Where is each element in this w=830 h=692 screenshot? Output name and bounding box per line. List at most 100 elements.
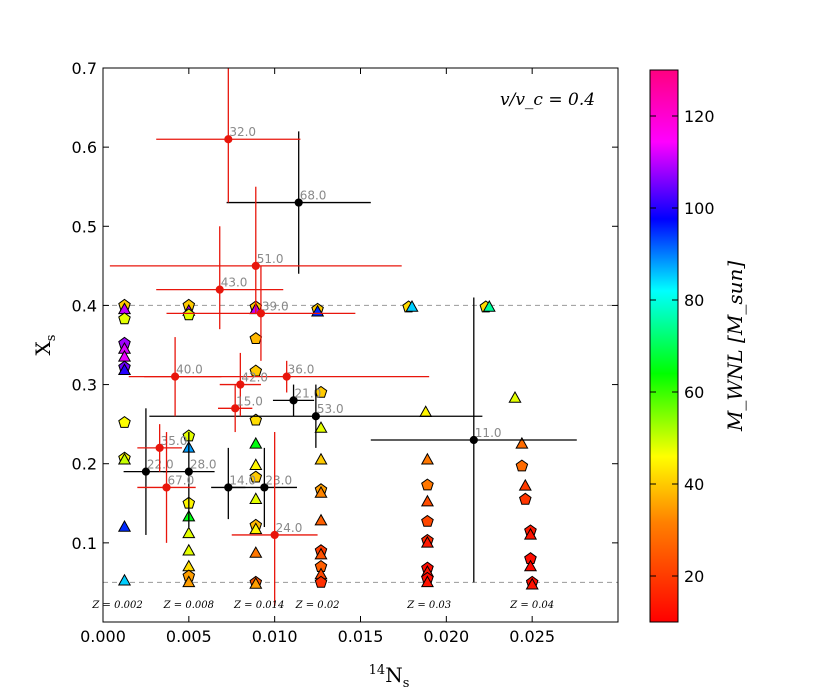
model-marker-pentagon-51 bbox=[314, 575, 328, 588]
observed-black-label-0: 68.0 bbox=[300, 189, 327, 203]
observed-red-marker-7 bbox=[231, 404, 240, 413]
x-tick-label-0: 0.000 bbox=[80, 627, 126, 646]
model-marker-triangle-21 bbox=[182, 543, 196, 556]
observed-black-marker-5 bbox=[184, 467, 193, 476]
y-tick-label-4: 0.5 bbox=[72, 217, 97, 236]
model-marker-triangle-73 bbox=[523, 527, 538, 540]
model-marker-triangle-64 bbox=[420, 575, 434, 588]
observed-black-label-7: 23.0 bbox=[265, 473, 292, 487]
model-marker-triangle-57 bbox=[420, 494, 434, 507]
colorbar bbox=[649, 69, 679, 623]
x-tick-label-2: 0.010 bbox=[252, 627, 298, 646]
observed-red-point-1: 51.0 bbox=[109, 186, 402, 314]
observed-red-label-5: 36.0 bbox=[288, 363, 315, 377]
model-marker-triangle-77 bbox=[525, 577, 539, 590]
observed-black-point-3: 11.0 bbox=[370, 297, 577, 583]
observed-black-label-2: 53.0 bbox=[317, 402, 344, 416]
observed-red-label-4: 40.0 bbox=[176, 363, 203, 377]
model-marker-triangle-68 bbox=[515, 436, 529, 449]
observed-black-point-0: 68.0 bbox=[226, 131, 371, 274]
model-marker-pentagon-15 bbox=[182, 308, 196, 321]
model-marker-triangle-60 bbox=[420, 535, 434, 548]
colorbar-tick-label-0: 20 bbox=[684, 567, 704, 586]
observed-red-marker-6 bbox=[236, 380, 245, 389]
observed-black-point-1: 21.0 bbox=[272, 384, 322, 417]
model-marker-triangle-7 bbox=[117, 363, 132, 375]
observed-red-point-9: 67.0 bbox=[137, 432, 196, 543]
model-marker-triangle-12 bbox=[117, 573, 132, 586]
y-tick-label-2: 0.3 bbox=[72, 376, 97, 395]
model-marker-pentagon-2 bbox=[118, 312, 131, 325]
metallicity-label-3: Z = 0.02 bbox=[295, 600, 340, 611]
observed-red-label-1: 51.0 bbox=[257, 252, 284, 266]
observed-red-point-2: 43.0 bbox=[156, 226, 284, 330]
observed-red-marker-9 bbox=[162, 483, 171, 492]
metallicity-labels: Z = 0.002 Z = 0.008 Z = 0.014 Z = 0.02 Z = 0… bbox=[91, 600, 554, 611]
observed-points: 68.021.053.011.022.028.014.023.032.051.0… bbox=[109, 68, 577, 607]
observed-red-marker-10 bbox=[270, 530, 279, 540]
observed-red-point-3: 39.0 bbox=[166, 265, 356, 361]
model-marker-pentagon-8 bbox=[118, 415, 131, 428]
y-tick-label-1: 0.2 bbox=[72, 455, 97, 474]
model-markers bbox=[117, 298, 539, 590]
model-marker-pentagon-56 bbox=[421, 478, 434, 491]
model-marker-triangle-10 bbox=[117, 452, 132, 465]
colorbar-tick-label-3: 80 bbox=[684, 291, 704, 310]
metallicity-label-1: Z = 0.008 bbox=[163, 600, 214, 611]
colorbar-tick-label-4: 100 bbox=[684, 199, 715, 218]
y-tick-label-6: 0.7 bbox=[72, 59, 97, 78]
model-marker-pentagon-69 bbox=[515, 459, 529, 472]
observed-red-marker-1 bbox=[251, 261, 260, 270]
model-marker-triangle-42 bbox=[314, 421, 328, 433]
observed-red-point-10: 24.0 bbox=[231, 432, 318, 607]
observed-red-point-0: 32.0 bbox=[156, 68, 301, 203]
y-tick-label-5: 0.6 bbox=[72, 138, 97, 157]
observed-red-marker-2 bbox=[215, 285, 224, 294]
model-marker-triangle-55 bbox=[420, 452, 434, 465]
observed-black-label-6: 14.0 bbox=[229, 473, 256, 487]
model-marker-triangle-24 bbox=[182, 575, 196, 588]
observed-red-marker-5 bbox=[282, 372, 291, 381]
model-marker-triangle-75 bbox=[523, 559, 538, 572]
observed-red-label-8: 35.0 bbox=[161, 434, 188, 448]
observed-red-label-0: 32.0 bbox=[229, 125, 256, 139]
observed-black-point-7: 23.0 bbox=[231, 447, 297, 528]
observed-red-label-7: 15.0 bbox=[236, 394, 263, 408]
observed-red-label-6: 42.0 bbox=[241, 371, 268, 385]
observed-black-label-5: 28.0 bbox=[190, 458, 217, 472]
svg-text:M_WNL [M_sun]: M_WNL [M_sun] bbox=[723, 261, 747, 432]
observed-black-label-1: 21.0 bbox=[295, 386, 322, 400]
model-marker-triangle-53 bbox=[405, 299, 419, 312]
x-axis-label: 14Ns bbox=[369, 663, 410, 691]
model-marker-triangle-36 bbox=[249, 546, 263, 558]
model-marker-pentagon-28 bbox=[249, 364, 263, 377]
svg-text:Xs: Xs bbox=[31, 335, 59, 356]
x-axis-ticks: 0.000 0.005 0.010 0.015 0.020 0.025 bbox=[80, 68, 555, 646]
model-marker-pentagon-29 bbox=[249, 413, 263, 426]
x-tick-label-4: 0.020 bbox=[423, 627, 469, 646]
model-marker-triangle-67 bbox=[508, 390, 522, 403]
velocity-annotation: v/v_c = 0.4 bbox=[500, 90, 595, 110]
observed-red-marker-3 bbox=[256, 309, 266, 318]
metallicity-label-2: Z = 0.014 bbox=[233, 600, 284, 611]
observed-black-marker-7 bbox=[260, 483, 269, 492]
model-marker-triangle-70 bbox=[518, 478, 532, 491]
y-tick-label-3: 0.4 bbox=[72, 296, 97, 315]
model-marker-triangle-35 bbox=[249, 522, 263, 535]
y-axis-label: Xs bbox=[31, 335, 59, 356]
observed-red-label-10: 24.0 bbox=[276, 521, 303, 535]
colorbar-label: M_WNL [M_sun] bbox=[723, 261, 747, 432]
model-marker-triangle-11 bbox=[117, 519, 132, 532]
model-marker-triangle-66 bbox=[482, 299, 496, 312]
model-marker-triangle-33 bbox=[249, 492, 263, 504]
model-marker-triangle-20 bbox=[182, 526, 196, 539]
model-marker-pentagon-32 bbox=[249, 470, 263, 483]
x-tick-label-5: 0.025 bbox=[509, 627, 555, 646]
observed-red-point-7: 15.0 bbox=[218, 384, 263, 433]
metallicity-label-4: Z = 0.03 bbox=[406, 600, 451, 611]
metallicity-label-5: Z = 0.04 bbox=[509, 600, 554, 611]
model-marker-triangle-31 bbox=[249, 458, 263, 470]
observed-black-marker-2 bbox=[311, 412, 320, 421]
model-marker-pentagon-58 bbox=[421, 514, 434, 527]
